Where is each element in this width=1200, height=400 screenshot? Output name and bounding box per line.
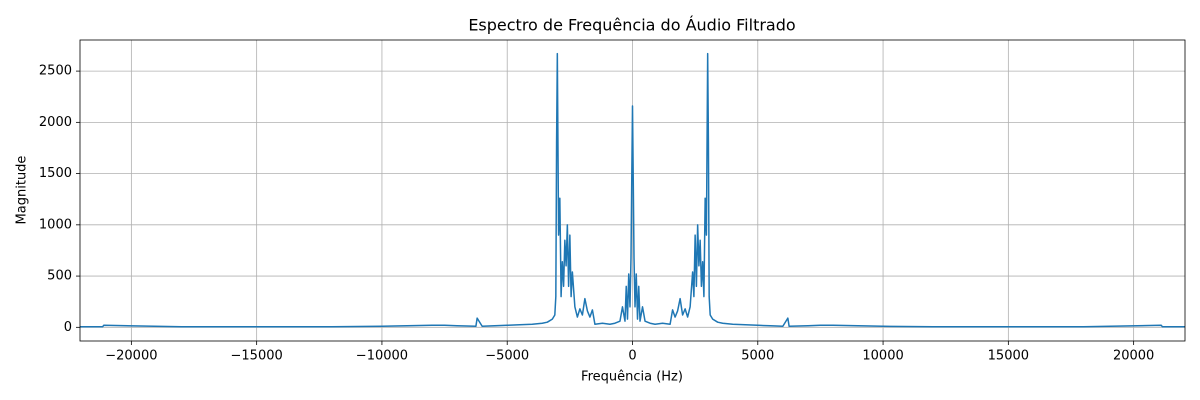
- spectrum-line: [80, 52, 1185, 328]
- y-tick-label: 1000: [39, 217, 72, 232]
- x-tick-label: −20000: [105, 349, 157, 364]
- x-tick-label: −5000: [485, 349, 529, 364]
- y-axis-label: Magnitude: [15, 156, 30, 225]
- chart-title: Espectro de Frequência do Áudio Filtrado: [468, 16, 795, 35]
- x-tick-label: 10000: [862, 349, 903, 364]
- plot-frame: [79, 39, 1186, 342]
- y-tick-label: 1500: [39, 166, 72, 181]
- y-tick-label: 2000: [39, 115, 72, 130]
- x-tick-label: 0: [628, 349, 636, 364]
- x-tick-label: −10000: [356, 349, 408, 364]
- y-tick-label: 500: [47, 269, 72, 284]
- x-axis-label: Frequência (Hz): [581, 370, 683, 385]
- x-tick-label: 5000: [741, 349, 774, 364]
- y-tick-label: 0: [64, 320, 72, 335]
- x-tick-label: 15000: [988, 349, 1029, 364]
- x-tick-label: 20000: [1113, 349, 1154, 364]
- x-tick-label: −15000: [231, 349, 283, 364]
- y-tick-label: 2500: [39, 64, 72, 79]
